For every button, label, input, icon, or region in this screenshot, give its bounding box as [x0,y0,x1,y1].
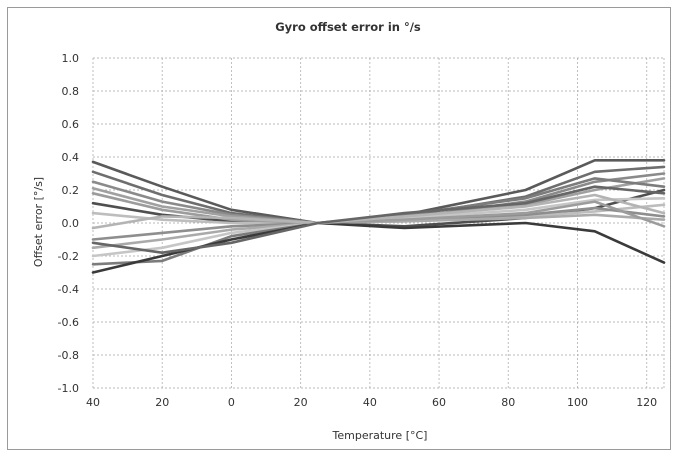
y-tick-label: 0.8 [62,85,80,98]
series-line [91,185,666,254]
y-tick-label: 0.4 [62,151,80,164]
x-tick-label: 60 [432,396,446,409]
y-tick-label: -0.8 [58,349,79,362]
x-tick-label: 20 [294,396,308,409]
x-tick-labels: 40 20 0 20 40 60 80 100 120 [86,396,657,409]
y-tick-label: 0.6 [62,118,80,131]
x-tick-label: 120 [636,396,657,409]
chart-title: Gyro offset error in °/s [275,20,421,34]
x-tick-label: 0 [228,396,235,409]
series-line [91,192,666,228]
x-tick-label: 40 [363,396,377,409]
y-tick-label: -0.6 [58,316,79,329]
x-tick-label: 20 [155,396,169,409]
y-tick-label: -0.2 [58,250,79,263]
x-tick-label: 40 [86,396,100,409]
y-tick-labels: 1.0 0.8 0.6 0.4 0.2 0.0 -0.2 -0.4 -0.6 -0.8 -1.0 [58,52,79,395]
series-line [91,193,666,230]
y-tick-label: -0.4 [58,283,79,296]
y-tick-label: -1.0 [58,382,79,395]
series-line [91,221,666,274]
y-tick-label: 0.2 [62,184,80,197]
x-tick-label: 80 [501,396,515,409]
x-tick-label: 100 [567,396,588,409]
line-chart: Gyro offset error in °/s 1.0 0.8 0.6 0.4 0.2… [32,20,666,442]
plot-series [91,159,666,274]
chart-frame: Gyro offset error in °/s 1.0 0.8 0.6 0.4 0.2… [7,7,671,450]
y-tick-label: 0.0 [62,217,80,230]
y-tick-label: 1.0 [62,52,80,65]
y-axis-label: Offset error [°/s] [32,177,45,267]
x-axis-label: Temperature [°C] [332,429,428,442]
